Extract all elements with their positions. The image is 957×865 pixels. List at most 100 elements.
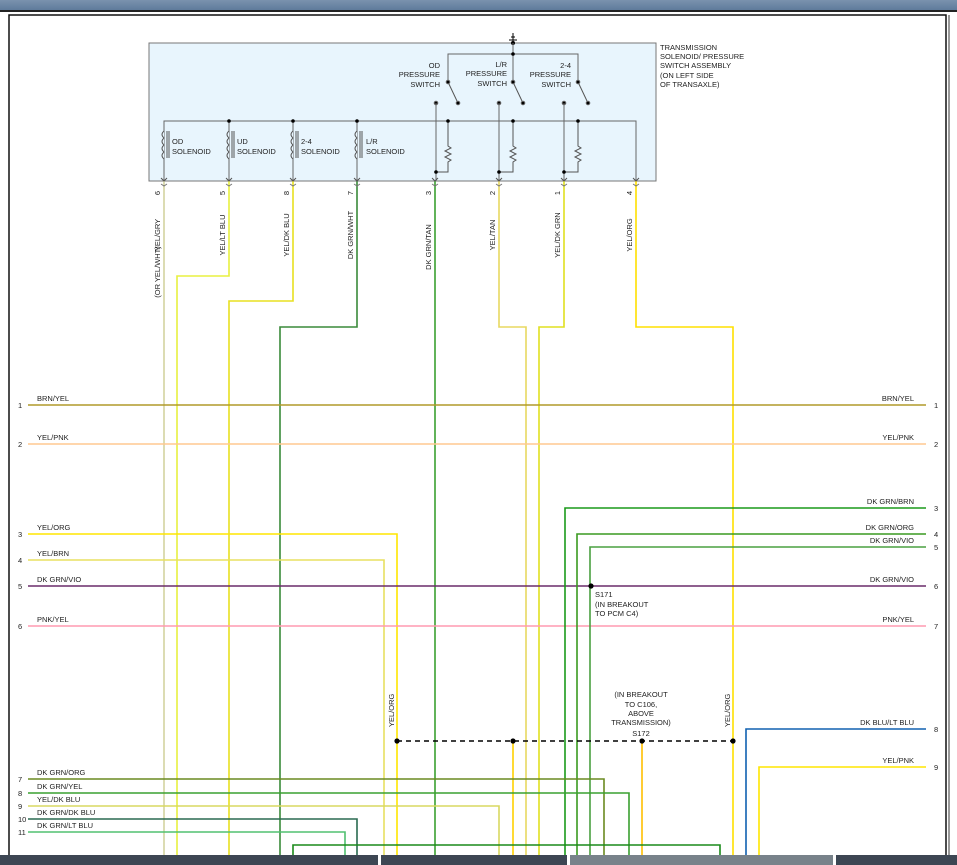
component-title-line: SWITCH ASSEMBLY — [660, 61, 731, 70]
lr-switch-label: SWITCH — [477, 79, 507, 88]
left-wire-number: 11 — [18, 828, 26, 837]
left-wire-number: 5 — [18, 582, 22, 591]
connector-pin-icon — [495, 177, 503, 187]
left-wire-number: 1 — [18, 401, 22, 410]
s172-wire-label: YEL/ORG — [723, 693, 732, 727]
left-wire-label: YEL/DK BLU — [37, 795, 80, 804]
right-wire-label: DK GRN/BRN — [867, 497, 914, 506]
pin-wire-label: YEL/TAN — [488, 220, 497, 251]
wire-yel-lt-blu — [176, 181, 230, 860]
right-wire-number: 4 — [934, 530, 938, 539]
splice-dot — [510, 738, 516, 744]
left-wire-number: 4 — [18, 556, 22, 565]
junction-dot — [446, 119, 450, 123]
s171-note: TO PCM C4) — [595, 609, 639, 618]
junction-dot — [455, 100, 461, 106]
left-wire-label: DK GRN/VIO — [37, 575, 81, 584]
splice-dot — [588, 583, 594, 589]
junction-dot — [576, 119, 580, 123]
left-wire-label: DK GRN/DK BLU — [37, 808, 95, 817]
connector-pin-icon — [632, 177, 640, 187]
ud-solenoid-label: UD — [237, 137, 248, 146]
component-title-line: OF TRANSAXLE) — [660, 80, 720, 89]
od-switch-label: SWITCH — [410, 80, 440, 89]
pin-wire-label: DK GRN/WHT — [346, 210, 355, 259]
left-wire-label: DK GRN/ORG — [37, 768, 86, 777]
right-wire-label: YEL/PNK — [882, 433, 914, 442]
left-wire-number: 3 — [18, 530, 22, 539]
2-4-switch-label: PRESSURE — [530, 70, 571, 79]
left-wire-label: YEL/BRN — [37, 549, 69, 558]
right-wire-number: 3 — [934, 504, 938, 513]
taskbar-segment[interactable] — [570, 855, 833, 865]
pin-wire-label: DK GRN/TAN — [424, 224, 433, 270]
component-title-line: (ON LEFT SIDE — [660, 71, 714, 80]
left-wire-number: 6 — [18, 622, 22, 631]
left-wire-number: 7 — [18, 775, 22, 784]
solenoid-coil-icon — [290, 130, 299, 160]
junction-dot — [562, 170, 566, 174]
od-solenoid-label: SOLENOID — [172, 147, 211, 156]
right-wire-label: DK GRN/VIO — [870, 536, 914, 545]
pin-wire-label: YEL/LT BLU — [218, 215, 227, 256]
left-wire-number: 8 — [18, 789, 22, 798]
s172-note: (IN BREAKOUT — [614, 690, 668, 699]
wire-dk-grn-brn — [564, 507, 926, 860]
s172-note: ABOVE — [628, 709, 654, 718]
right-wire-number: 9 — [934, 763, 938, 772]
taskbar-segment[interactable] — [836, 855, 957, 865]
lr-solenoid-label: L/R — [366, 137, 378, 146]
wire-yel-tan — [498, 181, 527, 860]
left-wire-number: 9 — [18, 802, 22, 811]
wire-yel-dk-blu — [28, 805, 500, 860]
junction-dot — [445, 79, 451, 85]
junction-dot — [511, 52, 515, 56]
taskbar-segment[interactable] — [0, 855, 378, 865]
wire-dk-grn-vio — [589, 546, 926, 860]
junction-dot — [497, 170, 501, 174]
right-wire-number: 8 — [934, 725, 938, 734]
pin-number: 6 — [153, 191, 162, 195]
right-wire-label: DK GRN/VIO — [870, 575, 914, 584]
wire-dk-grn-yel — [28, 792, 630, 860]
connector-pin-icon — [289, 177, 297, 187]
right-wire-label: DK BLU/LT BLU — [860, 718, 914, 727]
wire-yel-dk-grn — [538, 181, 565, 860]
junction-dot — [227, 119, 231, 123]
pin-number: 8 — [282, 191, 291, 195]
right-wire-number: 5 — [934, 543, 938, 552]
right-wire-number: 6 — [934, 582, 938, 591]
pin-number: 7 — [346, 191, 355, 195]
left-wire-label: PNK/YEL — [37, 615, 69, 624]
wire-dk-grn-org — [28, 778, 605, 860]
junction-dot — [434, 170, 438, 174]
right-wire-number: 1 — [934, 401, 938, 410]
wire-yel-org — [635, 181, 734, 860]
resistor-icon — [564, 121, 583, 173]
2-4-solenoid-label: SOLENOID — [301, 147, 340, 156]
pin-number: 4 — [625, 191, 634, 195]
s171-name: S171 — [595, 590, 613, 599]
2-4-switch-label: 2-4 — [560, 61, 571, 70]
junction-dot — [575, 79, 581, 85]
wire-yel-org — [28, 533, 398, 860]
junction-dot — [511, 119, 515, 123]
connector-pin-icon — [225, 177, 233, 187]
right-wire-number: 2 — [934, 440, 938, 449]
solenoid-coil-icon — [354, 130, 363, 160]
connector-pin-icon — [560, 177, 568, 187]
wire-yel-pnk — [758, 766, 926, 860]
lr-switch-label: L/R — [495, 60, 507, 69]
right-wire-label: PNK/YEL — [882, 615, 914, 624]
od-switch-label: OD — [429, 61, 441, 70]
taskbar-segment[interactable] — [381, 855, 567, 865]
junction-dot — [355, 119, 359, 123]
od-switch-label: PRESSURE — [399, 70, 440, 79]
connector-pin-icon — [431, 177, 439, 187]
right-wire-label: YEL/PNK — [882, 756, 914, 765]
wire-dk-grn-wht — [279, 181, 358, 860]
pin-wire-label: YEL/GRY — [153, 219, 162, 251]
pressure-switch-icon — [433, 79, 461, 106]
left-wire-label: DK GRN/LT BLU — [37, 821, 93, 830]
